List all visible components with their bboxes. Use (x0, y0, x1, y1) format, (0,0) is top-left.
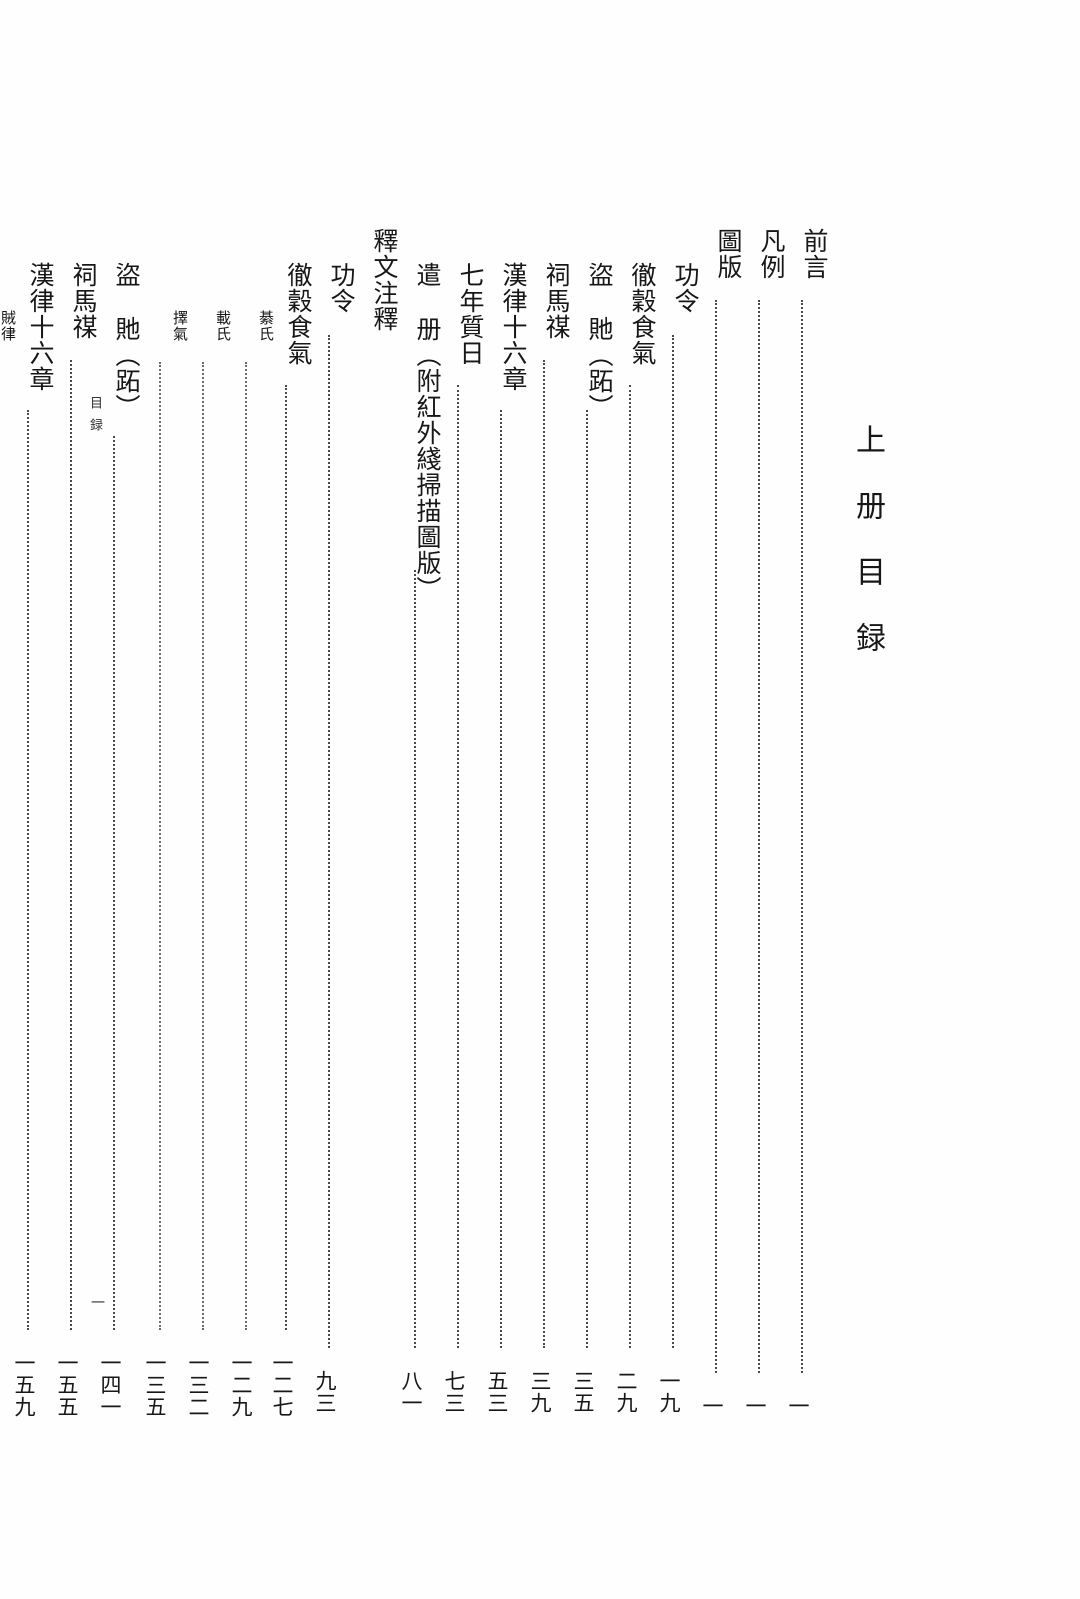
toc-entry-label: 盜 貤（跖） (112, 262, 139, 420)
toc-entry-page-number: 一 (700, 1395, 725, 1417)
toc-entry-label: 漢律十六章 (26, 262, 53, 392)
toc-entry[interactable]: 載氏一三二 (178, 0, 230, 1599)
toc-entry-label: 擇氣 (171, 310, 187, 342)
toc-leader-dots (543, 360, 545, 1348)
toc-leader-dots (457, 385, 459, 1348)
toc-entry[interactable]: 遣 册（附紅外綫掃描圖版） 八一 (393, 0, 440, 1599)
toc-entry-page-number: 一 (786, 1395, 811, 1417)
toc-entry-page-number: 三九 (528, 1370, 553, 1414)
folio-number: 一 (89, 1295, 104, 1309)
toc-leader-dots (801, 300, 803, 1373)
toc-entry-label: 徹穀食氣 (284, 262, 311, 366)
toc-leader-dots (202, 362, 204, 1330)
toc-entry-page-number: 一四一 (98, 1352, 123, 1418)
toc-entry-page-number: 一五五 (55, 1352, 80, 1418)
toc-entry-page-number: 一二九 (229, 1352, 254, 1418)
toc-entry[interactable]: 祠馬禖一五五 (49, 0, 96, 1599)
toc-entry[interactable]: 祠馬禖三九 (522, 0, 569, 1599)
toc-entry-label: 釋文注釋 (370, 228, 397, 332)
toc-entry-label: 賊律 (0, 310, 15, 342)
toc-entry[interactable]: 漢律十六章一五九 (6, 0, 53, 1599)
toc-entry-page-number: 一二七 (270, 1352, 295, 1418)
toc-leader-dots (245, 362, 247, 1330)
toc-entry-page-number: 五三 (485, 1370, 510, 1414)
toc-leader-dots (672, 335, 674, 1348)
toc-entry-label: 綦氏 (257, 310, 273, 342)
toc-entry-page-number: 七三 (442, 1370, 467, 1414)
toc-entry-label: 遣 册（附紅外綫掃描圖版） (413, 262, 440, 602)
toc-leader-dots (113, 436, 115, 1330)
toc-entry[interactable]: 功令一九 (651, 0, 698, 1599)
toc-leader-dots (586, 410, 588, 1348)
toc-entry[interactable]: 綦氏一二九 (221, 0, 273, 1599)
toc-entry-label: 漢律十六章 (499, 262, 526, 392)
toc-entry[interactable]: 功令九三 (307, 0, 354, 1599)
toc-leader-dots (414, 570, 416, 1348)
toc-leader-dots (27, 410, 29, 1330)
toc-leader-dots (328, 335, 330, 1348)
toc-entry[interactable]: 漢律十六章五三 (479, 0, 526, 1599)
toc-entry-page-number: 一三二 (186, 1352, 211, 1418)
toc-leader-dots (285, 385, 287, 1330)
toc-entry-label: 徹穀食氣 (628, 262, 655, 366)
toc-entry-page-number: 二九 (614, 1370, 639, 1414)
page-title: 上册目録 (851, 424, 884, 688)
toc-entry[interactable]: 徹穀食氣二九 (608, 0, 655, 1599)
toc-entry-label: 凡例 (757, 228, 784, 280)
toc-entry-label: 盜 貤（跖） (585, 262, 612, 420)
toc-entry[interactable]: 凡例一 (737, 0, 784, 1599)
toc-leader-dots (629, 385, 631, 1348)
toc-entry[interactable]: 擇氣一三五 (135, 0, 187, 1599)
toc-entry-label: 功令 (671, 262, 698, 314)
toc-entry[interactable]: 七年質日七三 (436, 0, 483, 1599)
toc-entry[interactable]: 盜 貤（跖） 一四一 (92, 0, 139, 1599)
toc-leader-dots (758, 300, 760, 1373)
toc-entry-page-number: 三五 (571, 1370, 596, 1414)
toc-entry-page-number: 八一 (399, 1370, 424, 1414)
toc-entry-label: 七年質日 (456, 262, 483, 366)
toc-leader-dots (715, 300, 717, 1373)
toc-entry-page-number: 一三五 (143, 1352, 168, 1418)
toc-leader-dots (159, 362, 161, 1330)
toc-entry[interactable]: 賊律一六一 (0, 0, 15, 1599)
toc-entry-label: 圖版 (714, 228, 741, 280)
toc-entry[interactable]: 徹穀食氣一二七 (264, 0, 311, 1599)
toc-entry-page-number: 九三 (313, 1370, 338, 1414)
toc-entry-label: 功令 (327, 262, 354, 314)
toc-leader-dots (70, 360, 72, 1330)
toc-entry-label: 載氏 (214, 310, 230, 342)
toc-entry[interactable]: 盜 貤（跖） 三五 (565, 0, 612, 1599)
toc-entry[interactable]: 釋文注釋 (350, 0, 397, 1599)
toc-entry-page-number: 一 (743, 1395, 768, 1417)
toc-leader-dots (500, 410, 502, 1348)
toc-entry-page-number: 一九 (657, 1370, 682, 1414)
toc-entry[interactable]: 圖版一 (694, 0, 741, 1599)
toc-entry-label: 前言 (800, 228, 827, 280)
toc-entry-page-number: 一五九 (12, 1352, 37, 1418)
toc-entry-label: 祠馬禖 (69, 262, 96, 340)
toc-entry-label: 祠馬禖 (542, 262, 569, 340)
running-head: 目録 (88, 396, 103, 440)
toc-entry[interactable]: 前言一 (780, 0, 827, 1599)
